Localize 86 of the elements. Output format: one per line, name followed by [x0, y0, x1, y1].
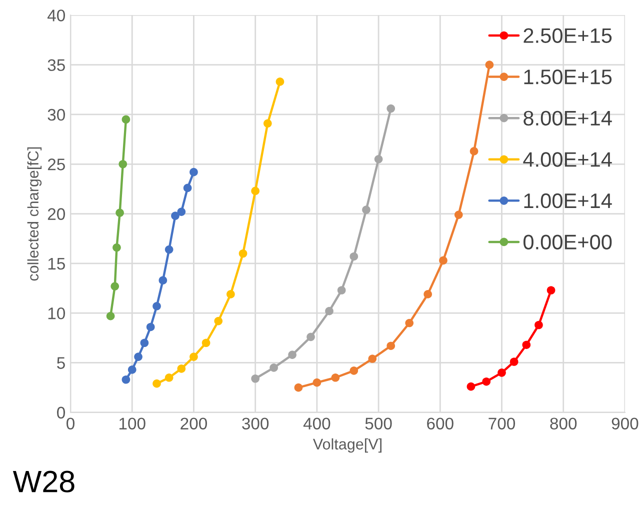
legend-label: 2.50E+15 — [524, 28, 612, 43]
point — [424, 290, 432, 298]
y-tick-label: 25 — [48, 158, 65, 170]
point — [534, 320, 543, 330]
point — [128, 366, 136, 374]
x-axis-title: Voltage[V] — [312, 438, 382, 453]
point — [190, 352, 198, 361]
point — [482, 377, 491, 386]
point — [238, 249, 248, 258]
text: W28 — [12, 470, 74, 492]
point — [106, 312, 115, 320]
point — [350, 366, 358, 375]
point — [454, 210, 463, 219]
point — [251, 374, 260, 383]
y-tick-label: 15 — [48, 258, 65, 270]
point — [152, 302, 161, 310]
x-tick-label: 500 — [365, 418, 392, 430]
point — [498, 368, 506, 377]
x-tick-label: 600 — [427, 418, 454, 430]
x-tick-label: 100 — [119, 418, 146, 430]
point — [470, 147, 478, 156]
x-tick-label: 800 — [550, 418, 577, 430]
point — [362, 206, 370, 214]
point — [118, 160, 128, 168]
point — [158, 276, 168, 284]
x-tick-label: 0 — [66, 418, 74, 430]
y-tick-label: 10 — [48, 307, 65, 320]
point — [466, 382, 476, 391]
y-tick-label: 5 — [57, 357, 65, 369]
y-tick-label: 35 — [48, 59, 65, 72]
x-tick-label: 900 — [612, 418, 638, 430]
point — [331, 373, 340, 382]
point — [405, 318, 414, 328]
point — [164, 245, 174, 254]
point — [546, 286, 556, 294]
point — [177, 364, 186, 373]
x-tick-label: 300 — [242, 418, 269, 430]
legend-label: 0.00E+00 — [524, 234, 612, 250]
point — [190, 168, 198, 176]
point — [522, 340, 531, 350]
y-axis-title: collected charge[fC] — [27, 147, 42, 281]
point — [122, 115, 130, 124]
legend-label: 8.00E+14 — [524, 110, 612, 126]
point — [312, 378, 322, 387]
point — [140, 338, 149, 348]
point — [510, 358, 518, 366]
y-tick-label: 40 — [47, 10, 65, 22]
x-tick-label: 200 — [180, 418, 207, 430]
point — [325, 306, 334, 316]
point — [350, 252, 358, 261]
point — [251, 186, 260, 196]
point — [177, 208, 186, 216]
point — [386, 104, 396, 113]
point — [306, 332, 315, 342]
y-tick-label: 30 — [48, 108, 65, 121]
x-tick-label: 700 — [488, 418, 516, 430]
x-tick-label: 400 — [303, 418, 330, 430]
point — [202, 338, 210, 348]
point — [171, 212, 180, 220]
legend-label: 4.00E+14 — [523, 152, 612, 167]
y-tick-label: 20 — [48, 208, 65, 220]
legend-label: 1.00E+14 — [524, 193, 612, 208]
point — [122, 375, 130, 384]
point — [485, 60, 494, 69]
point — [214, 316, 223, 326]
point — [112, 243, 121, 252]
point — [288, 350, 296, 359]
point — [183, 184, 192, 192]
legend-label: 1.50E+15 — [524, 70, 612, 84]
y-tick-label: 0 — [57, 406, 65, 419]
point — [116, 208, 124, 217]
point — [374, 155, 383, 164]
point — [276, 78, 284, 86]
point — [226, 290, 235, 298]
point — [134, 352, 142, 361]
point — [270, 364, 278, 372]
point — [263, 119, 272, 128]
point — [164, 373, 174, 382]
point — [386, 342, 396, 350]
point — [110, 282, 120, 290]
point — [439, 256, 448, 265]
point — [146, 322, 155, 332]
point — [337, 286, 346, 294]
point — [294, 383, 303, 392]
point — [368, 354, 377, 363]
point — [152, 379, 161, 388]
